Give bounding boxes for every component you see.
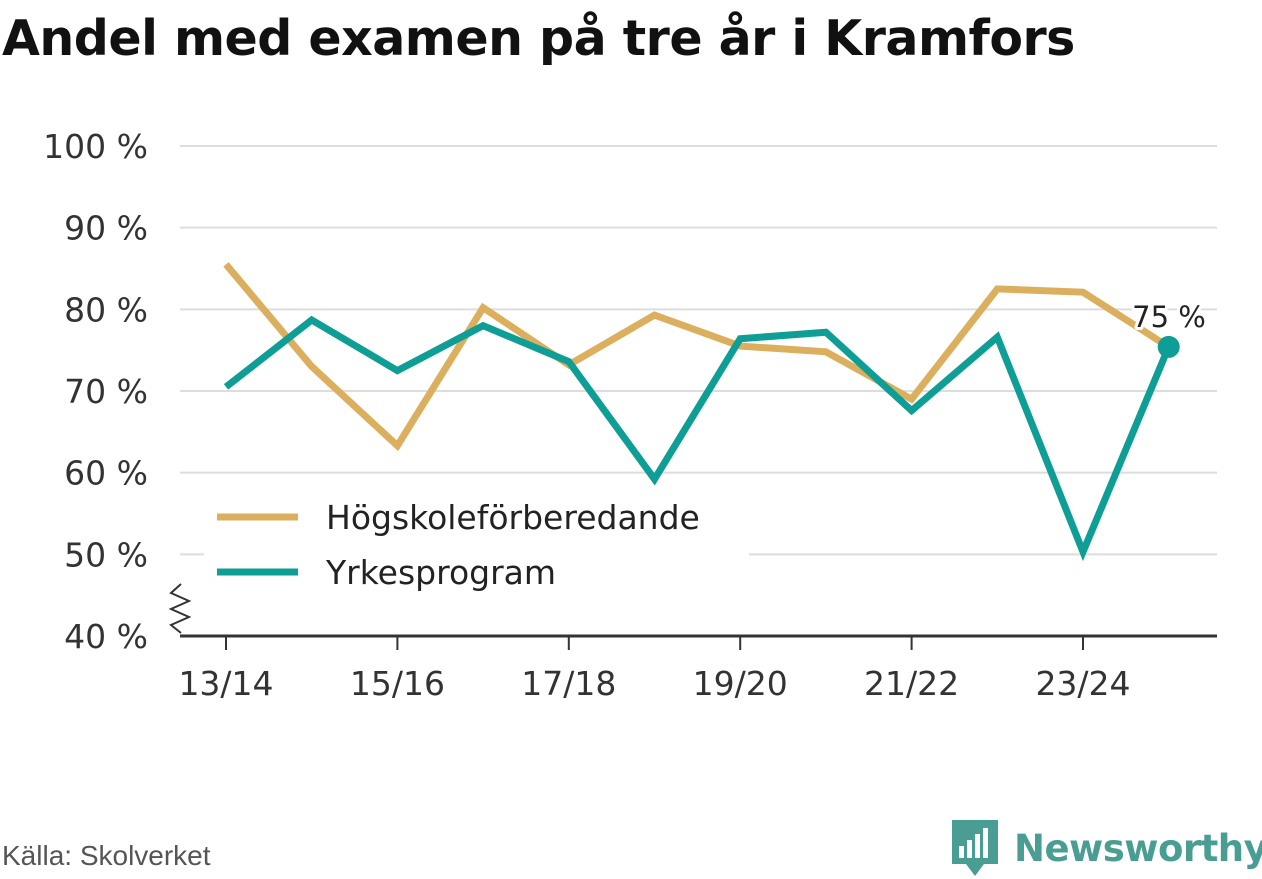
y-tick-label: 50 % [64, 535, 148, 574]
x-tick-label: 13/14 [178, 664, 273, 703]
newsworthy-logo-icon [952, 820, 998, 876]
axis-break-icon [168, 583, 192, 634]
series-line [223, 262, 1171, 452]
x-tick-label: 15/16 [350, 664, 445, 703]
end-value-label: 75 % [1129, 297, 1209, 337]
series-line [223, 315, 1172, 562]
y-tick-label: 90 % [64, 209, 148, 248]
legend: Högskoleförberedande Yrkesprogram [204, 493, 749, 599]
legend-label: Högskoleförberedande [326, 498, 700, 537]
brand-name: Newsworthy [1014, 826, 1262, 870]
end-point-marker [1157, 335, 1180, 358]
x-tick-label: 21/22 [864, 664, 959, 703]
legend-label: Yrkesprogram [325, 553, 556, 592]
x-tick-label: 23/24 [1035, 664, 1130, 703]
x-tick-label: 19/20 [693, 664, 788, 703]
x-tick-label: 17/18 [521, 664, 616, 703]
series-lines [223, 262, 1180, 562]
brand-logo: Newsworthy [950, 818, 1262, 878]
y-tick-label: 60 % [64, 454, 148, 493]
y-tick-label: 80 % [64, 290, 148, 329]
end-value-label-text: 75 % [1132, 300, 1206, 334]
legend-background [204, 493, 749, 599]
source-note: Källa: Skolverket [2, 840, 211, 871]
x-axis: 13/14 15/16 17/18 19/20 21/22 23/24 [178, 634, 1217, 703]
y-axis-tick-labels: 40 % 50 % 60 % 70 % 80 % 90 % 100 % [43, 127, 192, 656]
y-tick-label: 70 % [64, 372, 148, 411]
line-chart: 40 % 50 % 60 % 70 % 80 % 90 % 100 % 13/14 15/16… [43, 127, 1217, 703]
y-tick-label: 40 % [64, 617, 148, 656]
chart-title: Andel med examen på tre år i Kramfors [2, 10, 1075, 67]
y-tick-label: 100 % [43, 127, 148, 166]
